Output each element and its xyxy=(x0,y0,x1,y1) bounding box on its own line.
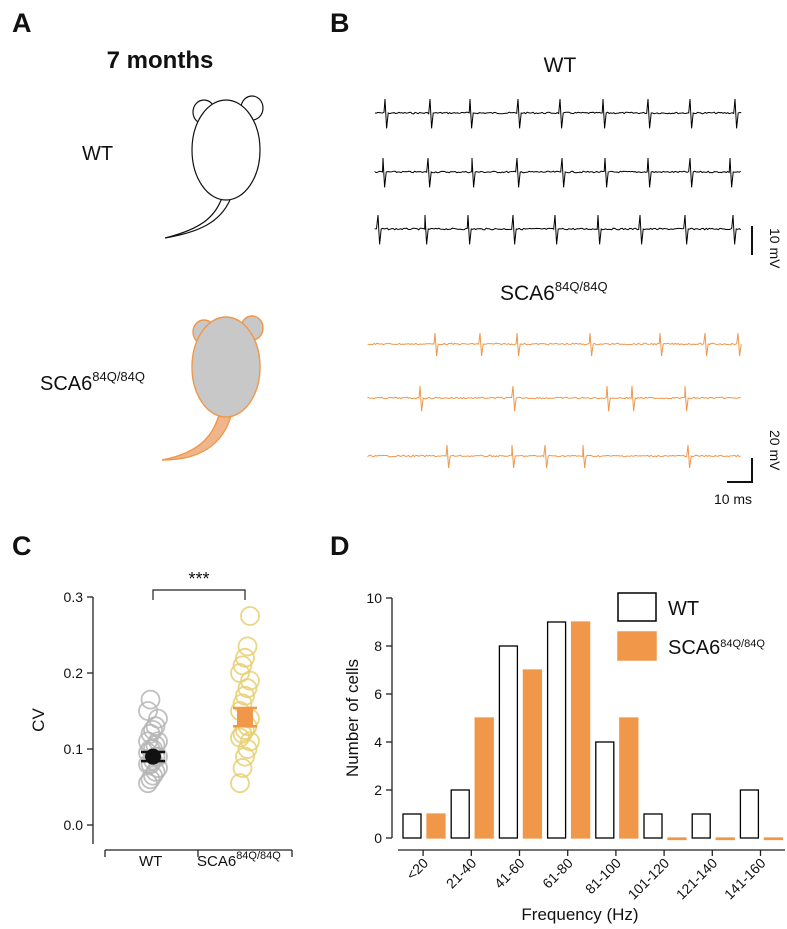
x-tick-label: 121-140 xyxy=(673,855,721,903)
label-superscript: 84Q/84Q xyxy=(236,850,281,862)
panel-label: D xyxy=(330,531,350,561)
scale-label: 20 mV xyxy=(767,430,783,471)
trace-title: SCA684Q/84Q xyxy=(500,279,608,305)
panel-label: B xyxy=(330,8,350,38)
label-superscript: 84Q/84Q xyxy=(720,638,765,650)
bar xyxy=(522,669,543,839)
x-axis-label: Frequency (Hz) xyxy=(521,905,638,924)
panel-title: 7 months xyxy=(107,47,214,74)
label: WT xyxy=(668,598,699,620)
data-point xyxy=(235,685,255,706)
data-point xyxy=(240,731,260,752)
y-tick-label: 2 xyxy=(374,782,382,798)
panel-label: A xyxy=(12,8,32,38)
x-tick-label: 81-100 xyxy=(582,855,624,897)
significance-label: *** xyxy=(188,569,209,589)
y-tick-label: 0 xyxy=(374,830,382,846)
data-point xyxy=(232,655,253,676)
x-tick-label: 141-160 xyxy=(721,855,769,903)
label-base: WT xyxy=(139,853,162,870)
scale-bar xyxy=(727,458,753,483)
voltage-trace xyxy=(374,157,741,188)
mean-marker xyxy=(145,748,161,765)
bar xyxy=(715,837,735,841)
label: SCA684Q/84Q xyxy=(668,637,765,659)
y-tick-label: 0.2 xyxy=(64,665,84,681)
voltage-trace xyxy=(367,444,741,469)
title-superscript: 84Q/84Q xyxy=(555,279,608,294)
y-tick-label: 4 xyxy=(374,734,382,750)
x-tick-label: 41-60 xyxy=(491,855,528,892)
data-point xyxy=(140,689,161,710)
scale-label: 10 ms xyxy=(714,491,752,507)
bar xyxy=(667,837,687,841)
scale-label: 10 mV xyxy=(767,228,783,269)
bar xyxy=(402,813,422,839)
data-point xyxy=(235,746,255,767)
y-tick-label: 0.1 xyxy=(64,741,84,757)
panel-label: C xyxy=(12,531,32,561)
label-superscript: 84Q/84Q xyxy=(92,369,145,384)
x-tick-label: 101-120 xyxy=(625,855,673,903)
data-point xyxy=(235,647,255,668)
data-point xyxy=(138,701,158,721)
label-base: SCA6 xyxy=(40,373,92,395)
bar xyxy=(450,789,470,839)
bar xyxy=(426,813,446,839)
significance-bracket xyxy=(152,589,246,600)
label-base: SCA6 xyxy=(668,637,720,659)
title-base: SCA6 xyxy=(500,282,555,305)
bar xyxy=(619,717,639,839)
sca6-mouse xyxy=(161,315,264,461)
data-point xyxy=(240,606,260,626)
bar xyxy=(643,813,663,839)
bar xyxy=(595,741,615,839)
label-base: SCA6 xyxy=(197,853,236,870)
legend-swatch xyxy=(617,631,657,661)
bar xyxy=(570,621,591,839)
mean-marker xyxy=(237,709,253,726)
label: SCA684Q/84Q xyxy=(197,850,281,870)
data-point xyxy=(148,708,168,729)
y-tick-label: 0.3 xyxy=(64,589,84,605)
data-point xyxy=(232,758,253,778)
y-axis-label: CV xyxy=(29,708,48,732)
legend-swatch xyxy=(617,592,657,622)
data-point xyxy=(237,739,258,759)
traces xyxy=(367,98,742,469)
y-tick-label: 8 xyxy=(374,638,382,654)
wt-label: WT xyxy=(82,143,113,165)
bar xyxy=(763,837,784,841)
data-point xyxy=(143,720,163,740)
data-point xyxy=(230,773,250,794)
bar xyxy=(691,813,711,839)
data-point xyxy=(230,663,250,683)
y-tick-label: 6 xyxy=(374,686,382,702)
x-tick-label: 21-40 xyxy=(443,855,480,892)
label-base: WT xyxy=(668,598,699,620)
sca6-label: SCA684Q/84Q xyxy=(40,369,145,395)
y-axis-label: Number of cells xyxy=(343,659,362,777)
bar xyxy=(498,645,519,839)
x-tick-label: <20 xyxy=(403,855,431,883)
y-tick-label: 0.0 xyxy=(64,817,84,833)
label: WT xyxy=(139,853,162,870)
voltage-trace xyxy=(367,332,742,357)
trace-title: WT xyxy=(544,54,577,77)
bar xyxy=(546,621,567,839)
voltage-trace xyxy=(374,98,742,129)
bar xyxy=(739,789,760,839)
voltage-trace xyxy=(374,214,741,245)
y-tick-label: 10 xyxy=(366,590,382,606)
wt-mouse xyxy=(164,95,264,239)
voltage-trace xyxy=(367,385,741,412)
bar xyxy=(474,717,494,839)
data-point xyxy=(237,636,258,657)
x-tick-label: 61-80 xyxy=(539,855,576,892)
